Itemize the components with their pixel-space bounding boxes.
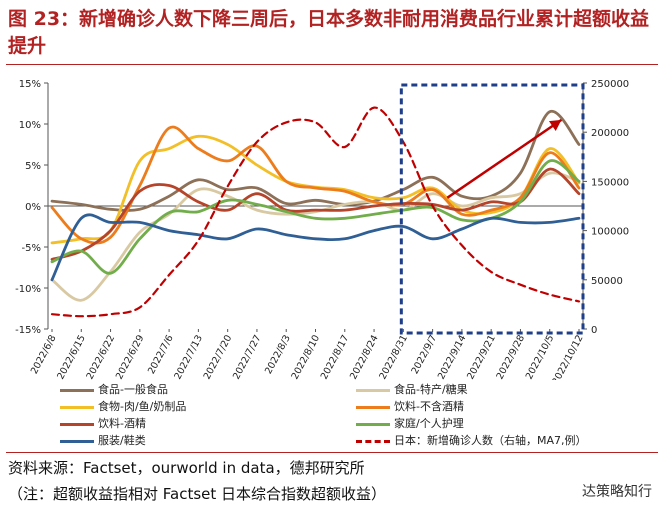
chart-title: 图 23：新增确诊人数下降三周后，日本多数非耐用消费品行业累计超额收益提升: [8, 8, 650, 57]
legend-item: 食品-特产/糖果: [356, 383, 468, 397]
x-tick-label: 2022/8/31: [377, 333, 410, 380]
legend-swatch: [356, 405, 390, 409]
x-tick-label: 2022/6/29: [114, 333, 147, 380]
x-tick-label: 2022/10/5: [524, 333, 557, 380]
legend-swatch: [356, 439, 390, 443]
x-tick-label: 2022/9/14: [436, 333, 469, 380]
x-tick-label: 2022/7/20: [202, 333, 235, 380]
watermark: 达策略知行: [582, 484, 652, 500]
y-tick-label: 15%: [19, 79, 41, 90]
series-line: [50, 106, 581, 318]
legend-item: 饮料-不含酒精: [356, 400, 464, 414]
legend-label: 食品-特产/糖果: [394, 383, 468, 396]
series-line: [50, 167, 581, 261]
y2-tick-label: 200000: [591, 128, 629, 139]
series-line: [50, 171, 581, 302]
legend-label: 家庭/个人护理: [394, 417, 464, 430]
legend-item: 服装/鞋类: [60, 434, 146, 448]
x-tick-label: 2022/9/28: [495, 333, 528, 380]
legend-swatch: [356, 388, 390, 392]
y-tick-label: -15%: [15, 325, 41, 336]
x-tick-label: 2022/10/12: [550, 333, 585, 380]
series-line: [50, 110, 581, 212]
x-tick-label: 2022/7/13: [172, 333, 205, 380]
legend-item: 食物-肉/鱼/奶制品: [60, 400, 186, 414]
legend-label: 食品-一般食品: [98, 383, 168, 396]
source-line: 资料来源：Factset，ourworld in data，德邦研究所: [8, 459, 365, 477]
legend-swatch: [60, 405, 94, 409]
title-rule: [6, 64, 658, 65]
y2-tick-label: 100000: [591, 227, 629, 238]
x-tick-label: 2022/7/6: [146, 333, 176, 376]
y2-tick-label: 50000: [591, 276, 623, 287]
y-tick-label: -5%: [22, 243, 41, 254]
source-note: 资料来源：Factset，ourworld in data，德邦研究所 （注：超…: [8, 455, 386, 507]
legend-swatch: [60, 439, 94, 443]
y2-tick-label: 150000: [591, 177, 629, 188]
x-tick-label: 2022/6/22: [85, 333, 118, 380]
legend-swatch: [60, 422, 94, 426]
legend-item: 饮料-酒精: [60, 417, 146, 431]
y2-tick-label: 250000: [591, 79, 629, 90]
x-tick-label: 2022/9/7: [410, 333, 440, 376]
y-tick-label: 10%: [19, 120, 41, 131]
legend-label: 服装/鞋类: [98, 434, 146, 447]
legend-item: 日本：新增确诊人数（右轴，MA7,例）: [356, 434, 587, 448]
series-line: [50, 213, 581, 282]
y-tick-label: 5%: [25, 161, 41, 172]
x-tick-label: 2022/7/27: [231, 333, 264, 380]
legend-label: 饮料-酒精: [98, 417, 146, 430]
x-tick-label: 2022/8/10: [290, 333, 323, 380]
x-tick-label: 2022/8/3: [263, 333, 293, 376]
source-rule: [6, 452, 658, 453]
x-tick-label: 2022/6/8: [29, 333, 59, 376]
legend-item: 食品-一般食品: [60, 383, 168, 397]
x-tick-label: 2022/8/17: [319, 333, 352, 380]
x-tick-label: 2022/6/15: [55, 333, 88, 380]
x-tick-label: 2022/8/24: [348, 333, 381, 380]
legend-label: 饮料-不含酒精: [394, 400, 464, 413]
highlight-box: [399, 83, 585, 335]
legend-swatch: [356, 422, 390, 426]
x-tick-label: 2022/9/21: [465, 333, 498, 380]
y2-tick-label: 0: [591, 325, 597, 336]
trend-arrow-head: [548, 119, 562, 132]
legend-swatch: [60, 388, 94, 392]
y-tick-label: -10%: [15, 284, 41, 295]
legend-label: 日本：新增确诊人数（右轴，MA7,例）: [394, 434, 587, 447]
legend-label: 食物-肉/鱼/奶制品: [98, 400, 187, 413]
series-line: [50, 125, 581, 245]
note-line: （注：超额收益指相对 Factset 日本综合指数超额收益）: [8, 485, 387, 503]
legend-item: 家庭/个人护理: [356, 417, 464, 431]
trend-arrow: [446, 118, 563, 199]
y-tick-label: 0%: [25, 202, 41, 213]
series-line: [50, 134, 581, 245]
chart-area: -15% -10% -5% 0% 5% 10% 15% 0 50000 100000 150000 2…: [15, 79, 629, 380]
